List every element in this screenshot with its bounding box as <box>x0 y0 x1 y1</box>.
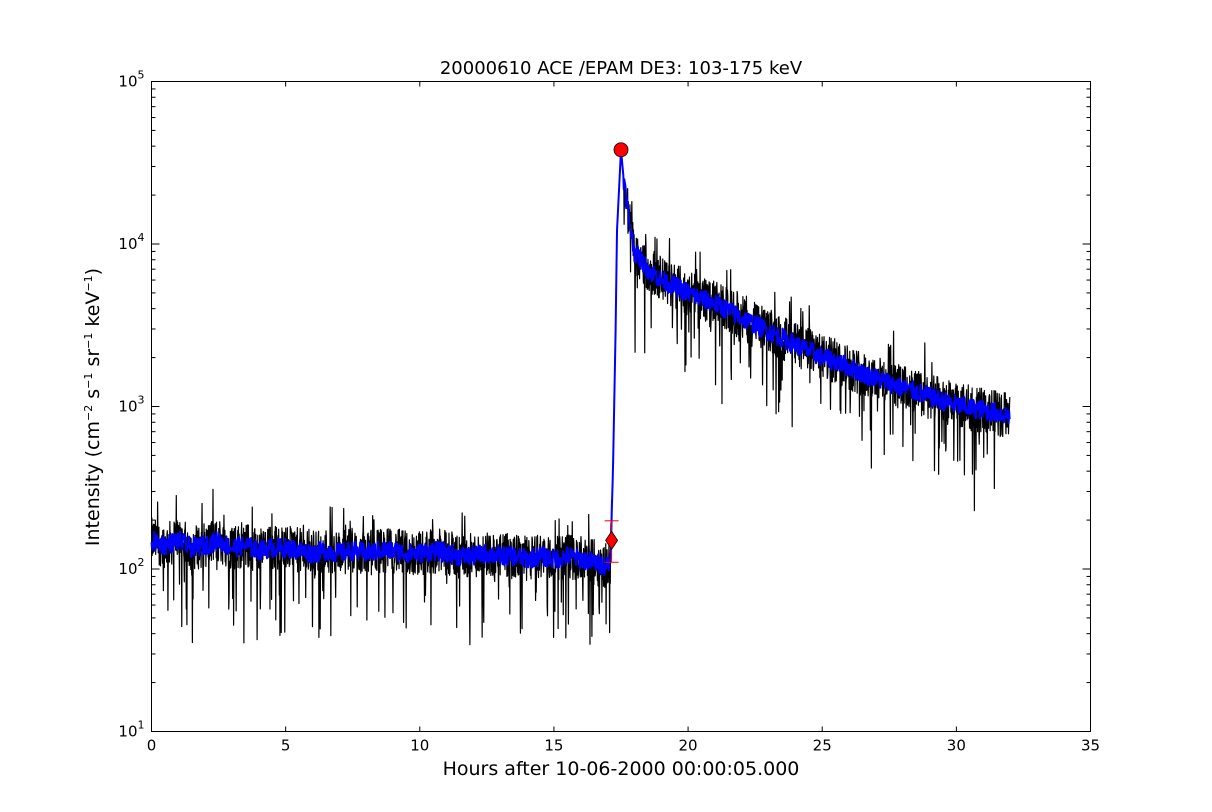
x-axis-label: Hours after 10-06-2000 00:00:05.000 <box>443 758 800 780</box>
chart-title: 20000610 ACE /EPAM DE3: 103-175 keV <box>440 58 803 79</box>
y-tick-label: 102 <box>118 556 144 578</box>
y-tick-label: 103 <box>118 394 144 416</box>
x-tick-label: 15 <box>544 737 563 755</box>
smoothed-intensity-line <box>150 150 1011 576</box>
y-tick-label: 105 <box>118 69 144 91</box>
x-tick-label: 5 <box>281 737 291 755</box>
x-tick-label: 20 <box>679 737 698 755</box>
peak-circle-marker <box>613 142 629 158</box>
x-tick-label: 25 <box>813 737 832 755</box>
x-tick-label: 0 <box>147 737 157 755</box>
y-axis-label: Intensity (cm−2 s−1 sr−1 keV−1) <box>82 268 104 546</box>
x-tick-label: 30 <box>947 737 966 755</box>
onset-diamond-marker <box>605 530 619 551</box>
x-axis: 0 5 10 15 20 25 30 35 <box>147 81 1100 755</box>
plot-frame <box>151 81 1091 732</box>
x-tick-label: 10 <box>410 737 429 755</box>
x-tick-label: 35 <box>1081 737 1100 755</box>
marker-layer <box>604 142 629 563</box>
y-tick-label: 104 <box>118 231 144 253</box>
y-tick-label: 101 <box>118 719 144 741</box>
y-axis: 101 102 103 104 105 <box>118 69 1091 741</box>
series-layer <box>150 150 1011 646</box>
